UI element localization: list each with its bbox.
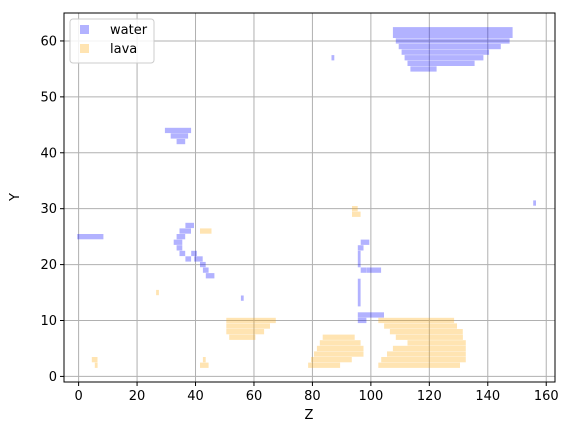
lava-marker bbox=[381, 357, 466, 363]
lava-marker bbox=[226, 317, 276, 324]
lava-marker bbox=[378, 317, 455, 324]
water-marker bbox=[360, 239, 370, 245]
water-marker bbox=[533, 200, 536, 206]
lava-marker bbox=[314, 351, 364, 357]
x-tick-label: 40 bbox=[187, 389, 204, 404]
water-marker bbox=[360, 267, 367, 273]
lava-marker bbox=[226, 323, 270, 329]
water-marker bbox=[200, 261, 206, 268]
lava-marker bbox=[229, 334, 256, 340]
water-marker bbox=[205, 273, 215, 279]
lava-marker bbox=[311, 357, 352, 363]
water-marker bbox=[173, 239, 183, 245]
water-marker bbox=[176, 138, 186, 145]
x-tick-label: 140 bbox=[475, 389, 500, 404]
water-marker bbox=[401, 49, 490, 55]
water-marker bbox=[185, 222, 194, 229]
y-tick-label: 60 bbox=[40, 34, 57, 49]
y-tick-label: 20 bbox=[40, 258, 57, 273]
lava-marker bbox=[316, 345, 364, 352]
lava-marker bbox=[384, 323, 457, 329]
water-marker bbox=[398, 43, 501, 50]
lava-marker bbox=[407, 340, 466, 346]
lava-marker bbox=[202, 357, 206, 363]
water-marker bbox=[185, 256, 192, 262]
water-marker bbox=[392, 27, 513, 38]
lava-marker bbox=[352, 206, 358, 212]
y-tick-label: 40 bbox=[40, 146, 57, 161]
y-tick-label: 0 bbox=[49, 370, 57, 385]
legend: water lava bbox=[69, 18, 155, 64]
plot-frame bbox=[63, 12, 556, 383]
lava-marker bbox=[395, 334, 463, 340]
data-marks bbox=[77, 27, 536, 368]
x-tick-label: 0 bbox=[74, 389, 82, 404]
water-marker bbox=[410, 66, 437, 72]
axis-ticks: 0 20 40 60 80 100 120 140 160 0 10 20 30 40 50 60 bbox=[40, 34, 558, 404]
lava-marker bbox=[322, 334, 355, 340]
x-tick-label: 80 bbox=[304, 389, 321, 404]
water-marker bbox=[164, 127, 192, 134]
lava-marker bbox=[392, 345, 466, 352]
lava-marker bbox=[200, 362, 209, 368]
legend-marker-water bbox=[80, 25, 89, 34]
legend-label-water: water bbox=[110, 23, 148, 38]
water-marker bbox=[194, 256, 203, 262]
water-marker bbox=[179, 250, 186, 257]
lava-marker bbox=[308, 362, 341, 368]
water-marker bbox=[331, 55, 335, 61]
x-tick-label: 100 bbox=[358, 389, 383, 404]
lava-marker bbox=[378, 362, 460, 368]
x-tick-label: 160 bbox=[534, 389, 559, 404]
legend-box bbox=[69, 18, 155, 64]
water-marker bbox=[176, 245, 183, 251]
gridlines bbox=[64, 13, 555, 382]
water-marker bbox=[179, 228, 191, 234]
lava-marker bbox=[200, 228, 212, 234]
lava-marker bbox=[389, 329, 463, 335]
y-tick-label: 50 bbox=[40, 90, 57, 105]
y-axis-label: Y bbox=[8, 193, 23, 202]
water-marker bbox=[191, 250, 197, 257]
water-marker bbox=[357, 278, 361, 307]
water-marker bbox=[357, 317, 367, 324]
water-marker bbox=[357, 245, 364, 251]
lava-marker bbox=[387, 351, 466, 357]
lava-marker bbox=[352, 211, 361, 217]
x-tick-label: 20 bbox=[129, 389, 146, 404]
y-tick-label: 30 bbox=[40, 202, 57, 217]
lava-marker bbox=[319, 340, 361, 346]
water-marker bbox=[407, 60, 475, 66]
legend-label-lava: lava bbox=[110, 42, 137, 57]
water-marker bbox=[357, 250, 361, 268]
water-marker bbox=[176, 234, 186, 240]
lava-marker bbox=[91, 357, 98, 363]
x-axis-label: Z bbox=[305, 408, 314, 423]
water-marker bbox=[170, 133, 189, 139]
water-marker bbox=[77, 234, 104, 240]
y-tick-label: 10 bbox=[40, 314, 57, 329]
series-lava bbox=[91, 206, 466, 368]
water-marker bbox=[366, 267, 382, 273]
lava-marker bbox=[156, 289, 159, 296]
x-tick-label: 120 bbox=[417, 389, 442, 404]
water-marker bbox=[357, 312, 384, 318]
water-marker bbox=[395, 38, 510, 44]
water-marker bbox=[404, 55, 484, 61]
plot-area bbox=[64, 13, 555, 382]
water-marker bbox=[202, 267, 209, 273]
lava-marker bbox=[94, 362, 98, 368]
series-water bbox=[77, 27, 536, 324]
x-tick-label: 60 bbox=[246, 389, 263, 404]
water-marker bbox=[240, 295, 244, 301]
lava-marker bbox=[226, 329, 265, 335]
legend-marker-lava bbox=[80, 44, 89, 53]
